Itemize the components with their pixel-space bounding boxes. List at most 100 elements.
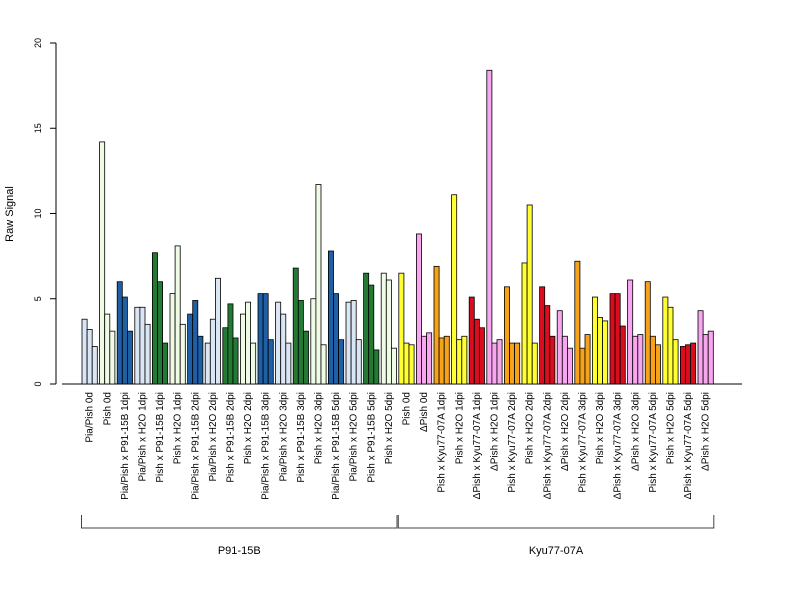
bar-series — [81, 69, 714, 385]
y-tick-label: 5 — [33, 296, 43, 301]
bar — [627, 279, 634, 385]
bar — [363, 272, 370, 385]
x-tick-label: Pia/Pish x H2O 2dpi — [208, 392, 219, 482]
x-tick-label: Pia/Pish 0d — [85, 392, 96, 443]
bar — [275, 301, 282, 385]
bar — [209, 318, 216, 385]
bar — [531, 342, 538, 385]
x-tick-label: Pish x H2O 2dpi — [243, 392, 254, 464]
x-tick-label: ΔPish x H2O 1dpi — [489, 392, 500, 471]
bar — [655, 344, 661, 385]
bar — [496, 339, 503, 385]
bar — [649, 335, 656, 385]
bar — [292, 267, 299, 385]
x-tick-label: Pia/Pish x H2O 3dpi — [278, 392, 289, 482]
bar — [297, 300, 304, 385]
bar — [421, 335, 427, 385]
y-tick-label: 20 — [33, 38, 43, 48]
group-bracket — [81, 515, 398, 529]
bar — [426, 332, 433, 385]
bar — [116, 281, 123, 385]
bar — [262, 293, 269, 385]
bar — [302, 330, 309, 385]
bar — [539, 286, 546, 385]
group-label: Kyu77-07A — [529, 545, 584, 557]
group-label: P91-15B — [218, 545, 261, 557]
bar — [227, 303, 234, 385]
x-tick-label: Pish x H2O 1dpi — [454, 392, 465, 464]
x-tick-label: Pish x Kyu77-07A 1dpi — [437, 392, 448, 493]
bar — [222, 327, 229, 385]
x-tick-label: Pish x P91-15B 5dpi — [366, 392, 377, 483]
x-tick-label: ΔPish x H2O 2dpi — [560, 392, 571, 471]
bar — [239, 313, 246, 385]
bar — [438, 337, 445, 385]
bar — [390, 347, 397, 385]
bar — [345, 301, 352, 385]
x-tick-label: Pia/Pish x P91-15B 1dpi — [120, 392, 131, 500]
bar — [697, 310, 704, 385]
bar — [174, 245, 181, 385]
x-tick-label: ΔPish 0d — [419, 392, 430, 432]
y-tick-label: 0 — [33, 381, 43, 386]
x-tick-label: ΔPish x H2O 3dpi — [630, 392, 641, 471]
x-tick-label: Pish x P91-15B 1dpi — [155, 392, 166, 483]
x-tick-label: Pish x P91-15B 3dpi — [296, 392, 307, 483]
x-tick-label: ΔPish x H2O 5dpi — [701, 392, 712, 471]
bar — [385, 279, 392, 385]
bar — [556, 310, 563, 385]
bar — [280, 313, 287, 385]
x-tick-label: Pia/Pish x P91-15B 5dpi — [331, 392, 342, 500]
bar — [451, 194, 458, 385]
bar — [478, 327, 485, 385]
bar — [680, 346, 686, 385]
bar — [350, 300, 357, 385]
bar — [443, 335, 450, 385]
bar — [637, 334, 644, 385]
bar — [468, 296, 475, 385]
bar — [609, 293, 616, 385]
bar — [597, 317, 603, 385]
x-tick-label: Pish x H2O 3dpi — [595, 392, 606, 464]
bar — [162, 342, 169, 385]
bar — [544, 305, 551, 385]
bar — [579, 347, 586, 385]
bar — [320, 344, 327, 385]
x-tick-label: Pish x H2O 1dpi — [173, 392, 184, 464]
bar — [250, 342, 257, 385]
x-tick-label: Pish 0d — [102, 392, 113, 425]
bar — [127, 330, 133, 385]
bar — [151, 252, 158, 385]
bar — [619, 325, 626, 385]
x-tick-labels: Pia/Pish 0d Pish 0d Pia/Pish x P91-15B 1dp… — [85, 392, 712, 500]
group-brackets: P91-15B Kyu77-07A — [81, 515, 715, 557]
x-tick-label: Pish x H2O 2dpi — [525, 392, 536, 464]
bar — [380, 272, 387, 385]
bar — [187, 313, 194, 385]
x-tick-label: Pish x P91-15B 2dpi — [225, 392, 236, 483]
bar — [232, 337, 239, 385]
x-tick-label: Pish x Kyu77-07A 3dpi — [577, 392, 588, 493]
bar — [574, 260, 581, 385]
bar — [144, 323, 151, 385]
bar — [644, 281, 651, 385]
bar — [602, 320, 609, 385]
x-tick-label: Pish x Kyu77-07A 5dpi — [648, 392, 659, 493]
bar — [310, 298, 317, 385]
bar — [204, 342, 211, 385]
x-tick-label: Pia/Pish x P91-15B 3dpi — [261, 392, 272, 500]
bar — [355, 339, 362, 385]
y-axis-label: Raw Signal — [4, 186, 16, 242]
x-tick-label: Pish 0d — [401, 392, 412, 425]
bar — [632, 335, 639, 385]
bar — [521, 262, 528, 385]
bar — [461, 335, 468, 385]
bar — [702, 334, 709, 385]
bar — [373, 349, 380, 385]
bar — [662, 296, 669, 385]
y-tick-label: 15 — [33, 123, 43, 133]
bar — [99, 141, 106, 385]
bar — [338, 339, 345, 385]
bar — [91, 346, 98, 385]
